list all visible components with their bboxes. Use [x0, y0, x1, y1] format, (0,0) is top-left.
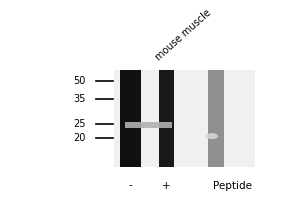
Bar — [114, 70, 255, 167]
Bar — [208, 70, 224, 167]
Ellipse shape — [205, 133, 218, 139]
Text: 35: 35 — [73, 94, 86, 104]
Bar — [125, 122, 172, 128]
Text: -: - — [129, 181, 132, 191]
Text: mouse muscle: mouse muscle — [154, 8, 213, 63]
Text: 25: 25 — [73, 119, 85, 129]
Text: 20: 20 — [73, 133, 86, 143]
Bar — [159, 70, 174, 167]
Text: 50: 50 — [73, 76, 86, 86]
Bar — [120, 70, 141, 167]
Text: +: + — [162, 181, 171, 191]
Text: Peptide: Peptide — [213, 181, 252, 191]
